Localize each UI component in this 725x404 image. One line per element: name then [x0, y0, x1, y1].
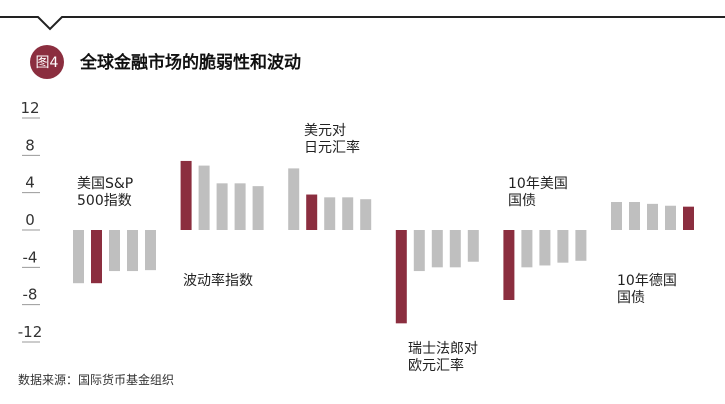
- y-tick-label: 0: [25, 211, 35, 229]
- badge-label: 图4: [36, 55, 59, 71]
- bar: [629, 202, 640, 230]
- bar: [539, 230, 551, 266]
- bar: [252, 186, 264, 230]
- chart-title: 全球金融市场的脆弱性和波动: [79, 52, 301, 73]
- bar: [288, 168, 300, 230]
- group-label: 10年德国: [617, 273, 677, 289]
- group-label: 美元对: [304, 123, 346, 139]
- source-note: 数据来源：国际货币基金组织: [18, 372, 174, 387]
- bar: [431, 230, 443, 268]
- bar: [342, 197, 354, 230]
- group-label: 国债: [508, 193, 536, 209]
- group-label: 美国S&P: [77, 176, 133, 192]
- group-label: 500指数: [77, 193, 132, 209]
- bar: [521, 230, 533, 268]
- bar: [198, 165, 210, 230]
- bar: [127, 230, 138, 272]
- bar: [467, 230, 479, 262]
- bar: [91, 230, 102, 284]
- group-label: 10年美国: [508, 176, 568, 192]
- header-rule: [0, 16, 725, 31]
- group-label: 瑞士法郎对: [408, 341, 478, 357]
- bar: [73, 230, 84, 284]
- bar: [306, 194, 318, 230]
- bar: [395, 230, 407, 324]
- bar: [324, 197, 336, 230]
- bar: [109, 230, 120, 272]
- bar: [413, 230, 425, 272]
- bar: [557, 230, 569, 263]
- group-label: 国债: [617, 290, 645, 306]
- y-tick-label: 4: [25, 174, 35, 192]
- group-label: 日元汇率: [304, 139, 360, 156]
- bar: [575, 230, 587, 261]
- y-tick-label: -8: [23, 286, 38, 304]
- bar: [683, 206, 694, 230]
- badge-circle: [30, 45, 64, 79]
- group-label: 欧元汇率: [408, 357, 464, 374]
- y-tick-label: -12: [18, 323, 43, 341]
- bar: [216, 183, 228, 230]
- y-tick-label: 12: [20, 99, 39, 117]
- y-tick-label: 8: [25, 136, 35, 154]
- bar: [360, 199, 372, 230]
- bar: [665, 205, 676, 230]
- bar: [611, 202, 622, 230]
- bar: [234, 183, 246, 230]
- bar: [503, 230, 515, 300]
- bar: [647, 203, 658, 230]
- bar: [145, 230, 156, 271]
- bar: [449, 230, 461, 268]
- y-tick-label: -4: [23, 248, 38, 266]
- group-label: 波动率指数: [183, 272, 253, 289]
- bar: [180, 160, 192, 230]
